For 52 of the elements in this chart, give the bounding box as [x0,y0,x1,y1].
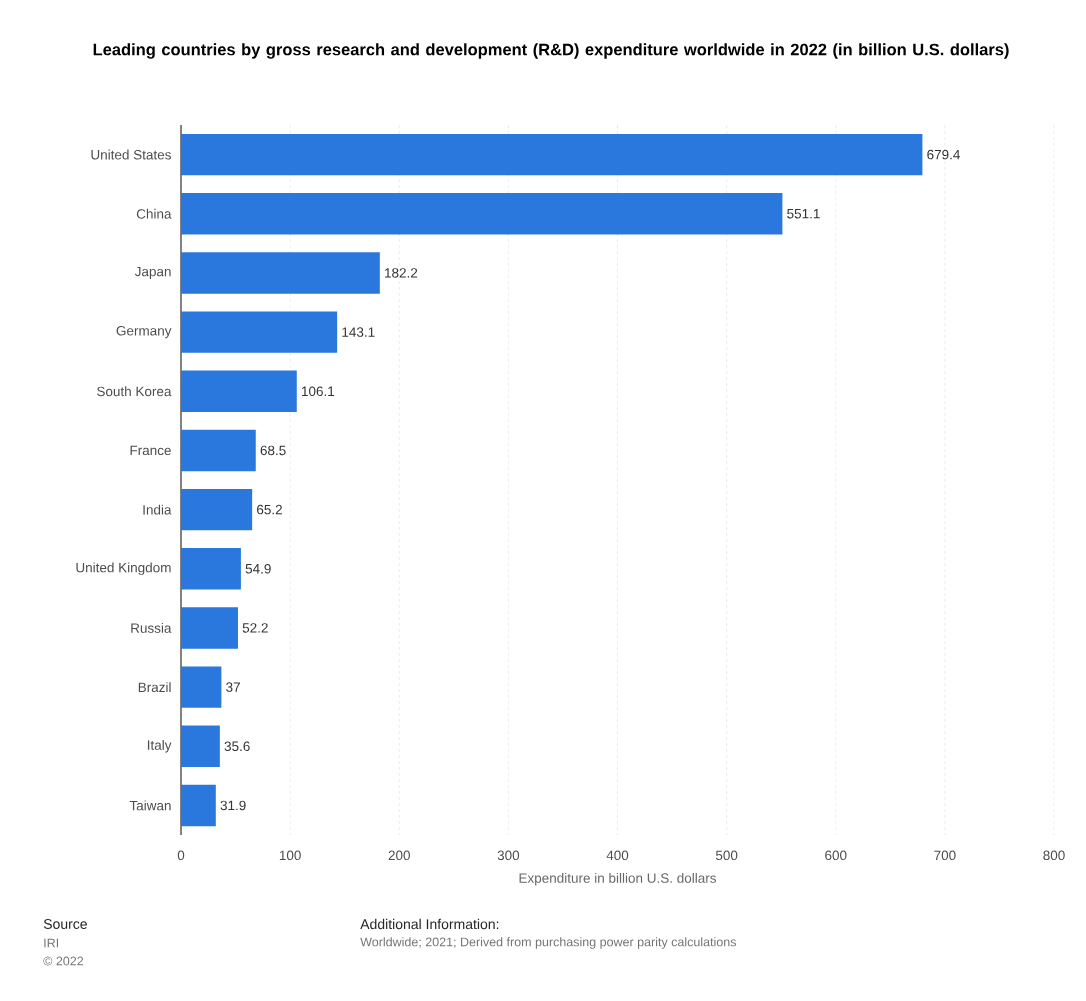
text: Worldwide; 2021; Derived from purchasing power parity calculations [360,937,737,949]
y-tick-label: Taiwan [129,800,171,811]
data-label: 35.6 [224,741,250,752]
bar [181,370,297,412]
data-label: 182.2 [385,268,418,278]
y-tick-label: South Korea [97,386,172,397]
y-tick-label: United Kingdom [76,562,171,576]
data-label: 54.9 [245,563,271,574]
x-tick-label: 300 [497,850,520,861]
bar [181,725,220,767]
bar [181,784,216,827]
data-label: 31.9 [220,800,246,811]
y-tick-label: France [130,445,171,456]
data-label: 551.1 [787,209,820,219]
y-tick-label: Brazil [138,682,171,693]
x-tick-label: 400 [606,850,629,861]
data-label: 52.2 [242,623,268,633]
text: IRI [44,938,59,948]
chart-title: Leading countries by gross research and development (R&D) expenditure worldwide in 2022 (in billion U.S. dollars) [93,43,1009,59]
bar [181,193,783,235]
y-tick-label: Japan [134,266,171,279]
data-label: 37 [226,682,240,692]
x-tick-label: 500 [715,850,738,861]
x-tick-label: 600 [825,850,847,861]
y-tick-label: United States [91,149,171,160]
bar [181,488,253,531]
text: Source [43,919,87,929]
x-axis-title: Expenditure in billion U.S. dollars [519,872,717,886]
data-label: 143.1 [342,327,375,337]
data-label: 106.1 [302,386,335,397]
y-tick-label: Russia [131,622,172,633]
bar [181,666,222,708]
bar [181,252,380,294]
text: © 2022 [43,956,84,966]
bar [181,607,238,649]
bar [181,429,256,472]
data-label: 65.2 [257,504,282,515]
bar [181,311,338,353]
bar [181,133,923,176]
text: Additional Information: [360,918,499,930]
y-tick-label: Germany [116,325,172,339]
data-label: 679.4 [927,149,960,160]
y-tick-label: India [143,504,172,515]
y-tick-label: China [136,208,172,219]
data-label: 68.5 [260,445,286,456]
y-tick-label: Italy [147,739,172,753]
x-tick-label: 0 [177,850,185,861]
x-tick-label: 800 [1043,850,1065,861]
x-tick-label: 200 [388,850,410,861]
bar [181,548,241,590]
x-tick-label: 100 [279,850,301,861]
x-tick-label: 700 [934,850,956,861]
